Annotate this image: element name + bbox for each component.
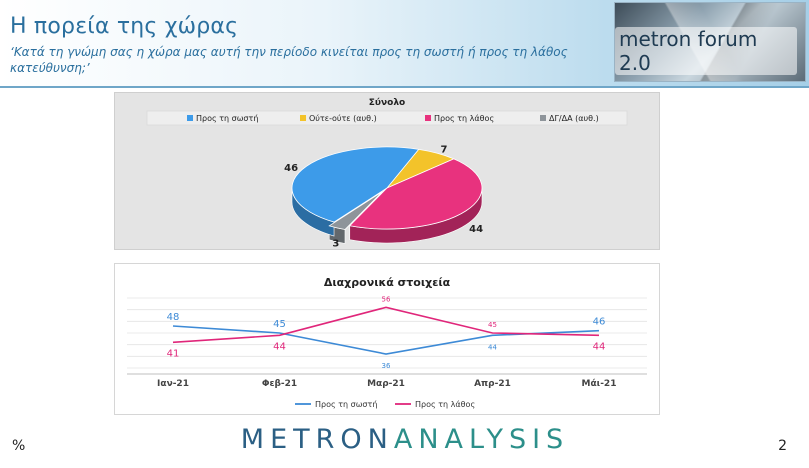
pie-slice	[348, 158, 483, 230]
pie-legend-label: Ούτε-ούτε (αυθ.)	[309, 113, 377, 123]
pie-legend-label: Προς τη σωστή	[196, 114, 258, 123]
x-tick-label: Μαρ-21	[367, 379, 405, 389]
pie-legend-swatch	[300, 115, 306, 121]
line-data-labels: 48 45 36 44 46 41 44 56 45 44	[167, 295, 606, 370]
pie-data-label: 44	[469, 224, 483, 235]
line-chart-title: Διαχρονικά στοιχεία	[324, 276, 451, 289]
line-data-label: 45	[273, 319, 286, 330]
line-data-label: 36	[382, 362, 391, 370]
pie-chart: Σύνολο Προς τη σωστή Ούτε-ούτε (αυθ.) Προς…	[146, 98, 628, 250]
pie-chart-title: Σύνολο	[369, 98, 405, 108]
pie-data-label: 7	[441, 145, 448, 156]
line-data-label: 44	[593, 341, 606, 352]
footer-percent-note: %	[12, 438, 26, 454]
line-legend-label: Προς τη σωστή	[315, 400, 377, 409]
pie-slice	[328, 191, 383, 230]
pie-legend-swatch	[425, 115, 431, 121]
line-data-label: 56	[382, 295, 391, 303]
series-line	[172, 306, 600, 344]
pie-legend-swatch	[187, 115, 193, 121]
line-chart-panel: Διαχρονικά στοιχεία 48 45 36 44 46 41 44 56 45 44…	[114, 263, 660, 415]
pie-legend-label: ΔΓ/ΔΑ (αυθ.)	[549, 114, 599, 123]
x-tick-label: Ιαν-21	[157, 379, 189, 389]
line-data-label: 48	[167, 312, 180, 323]
header: Η πορεία της χώρας ‘Κατά τη γνώμη σας η …	[0, 0, 809, 88]
page-subtitle: ‘Κατά τη γνώμη σας η χώρα μας αυτή την π…	[10, 45, 568, 75]
line-x-ticks: Ιαν-21 Φεβ-21 Μαρ-21 Απρ-21 Μάι-21	[157, 379, 616, 389]
pie-legend-swatch	[540, 115, 546, 121]
series-line	[172, 325, 600, 355]
x-tick-label: Μάι-21	[582, 379, 617, 389]
line-data-label: 41	[167, 348, 180, 359]
pie-legend: Προς τη σωστή Ούτε-ούτε (αυθ.) Προς τη λάθ…	[187, 113, 599, 123]
pie-chart-panel: Σύνολο Προς τη σωστή Ούτε-ούτε (αυθ.) Προς…	[114, 92, 660, 250]
pie-legend-label: Προς τη λάθος	[434, 114, 494, 123]
pie-legend-box	[146, 110, 628, 126]
line-data-label: 45	[488, 321, 497, 329]
page-title: Η πορεία της χώρας	[10, 14, 239, 39]
x-tick-label: Φεβ-21	[262, 379, 297, 389]
line-series	[172, 306, 600, 355]
pie-data-label: 3	[332, 239, 339, 249]
brand-banner: metron forum 2.0	[614, 2, 806, 82]
line-legend: Προς τη σωστή Προς τη λάθος	[295, 400, 475, 409]
pie-data-label: 46	[284, 163, 298, 174]
line-chart: Διαχρονικά στοιχεία 48 45 36 44 46 41 44 56 45 44…	[127, 276, 647, 409]
line-data-label: 46	[593, 317, 606, 328]
line-data-label: 44	[273, 341, 286, 352]
brand-banner-text: metron forum 2.0	[615, 27, 797, 75]
footer-logo: METRONANALYSIS	[240, 424, 570, 455]
pie-slice	[291, 146, 420, 223]
line-data-label: 44	[488, 343, 497, 351]
pie-body	[291, 146, 483, 244]
page-number: 2	[778, 438, 787, 454]
x-tick-label: Απρ-21	[474, 379, 511, 389]
line-legend-label: Προς τη λάθος	[415, 400, 475, 409]
line-grid	[127, 297, 647, 375]
footer-logo-part2: ANALYSIS	[393, 424, 570, 455]
pie-data-labels: 7 44 3 46	[284, 145, 483, 250]
footer-logo-part1: METRON	[240, 424, 394, 455]
